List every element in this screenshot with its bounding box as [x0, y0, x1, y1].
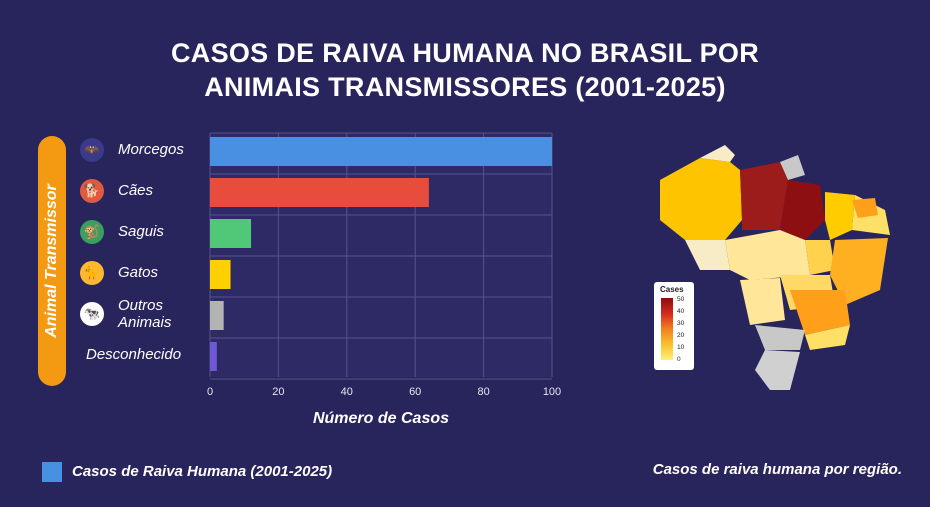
legend-label: Casos de Raiva Humana (2001-2025) [72, 463, 333, 480]
map-region-sp [755, 325, 805, 350]
category-label: Outros Animais [118, 296, 172, 331]
colorbar-tick: 20 [677, 332, 685, 339]
legend-swatch [42, 462, 62, 482]
map-colorbar: Cases 50 40 30 20 10 0 [654, 282, 694, 370]
category-label: Gatos [118, 263, 159, 281]
title-line-2: ANIMAIS TRANSMISSORES (2001-2025) [204, 72, 726, 102]
colorbar-tick: 0 [677, 356, 681, 363]
map-region-para-west [740, 162, 788, 230]
map-region-ceara [852, 198, 878, 218]
chart-title: CASOS DE RAIVA HUMANA NO BRASIL POR ANIM… [0, 36, 930, 104]
x-tick-label: 80 [477, 386, 489, 398]
x-tick-label: 40 [341, 386, 353, 398]
map-region-para-east [780, 180, 825, 240]
map-region-south [755, 350, 800, 390]
category-label: Desconhecido [86, 345, 182, 363]
x-axis-label: Número de Casos [312, 410, 450, 427]
map-region-mato-grosso [725, 230, 810, 280]
colorbar-tick: 30 [677, 320, 685, 327]
map-region-tocantins [805, 240, 835, 275]
x-tick-label: 20 [272, 386, 284, 398]
x-tick-label: 60 [409, 386, 421, 398]
map-region-roraima [700, 145, 735, 162]
map-region-rondonia [685, 240, 730, 270]
map-region-amapa [780, 155, 805, 180]
map-region-maranhao [825, 192, 855, 240]
category-label: Saguis [118, 222, 164, 240]
map-region-southeast-coast [805, 325, 850, 350]
category-label: Cães [118, 181, 154, 199]
map-region-north-west [660, 158, 742, 240]
category-label: Morcegos [118, 140, 184, 158]
map-region-bahia [830, 238, 888, 305]
y-axis-label-pill [38, 136, 66, 386]
colorbar-tick: 10 [677, 344, 685, 351]
colorbar-tick: 40 [677, 308, 685, 315]
colorbar-tick: 50 [677, 296, 685, 303]
map-region-minas [790, 290, 850, 335]
bar-3 [210, 260, 231, 289]
bat-icon: 🦇 [80, 137, 104, 162]
cow-icon: 🐄 [80, 301, 104, 326]
colorbar-gradient [661, 298, 673, 360]
plot-area [210, 133, 552, 377]
marmoset-icon: 🐒 [80, 219, 104, 244]
bar-0 [210, 137, 552, 166]
dog-icon: 🐕 [80, 178, 104, 203]
x-tick-label: 100 [543, 386, 561, 398]
map-region-ms [740, 278, 785, 325]
bar-5 [210, 342, 217, 371]
bar-2 [210, 219, 252, 248]
brazil-map [660, 145, 890, 390]
map-caption: Casos de raiva humana por região. [652, 461, 902, 478]
cat-icon: 🐈 [80, 260, 104, 285]
colorbar-title: Cases [660, 285, 684, 294]
x-tick-label: 0 [207, 386, 213, 398]
bar-4 [210, 301, 224, 330]
title-line-1: CASOS DE RAIVA HUMANA NO BRASIL POR [170, 38, 760, 68]
bar-1 [210, 178, 429, 207]
